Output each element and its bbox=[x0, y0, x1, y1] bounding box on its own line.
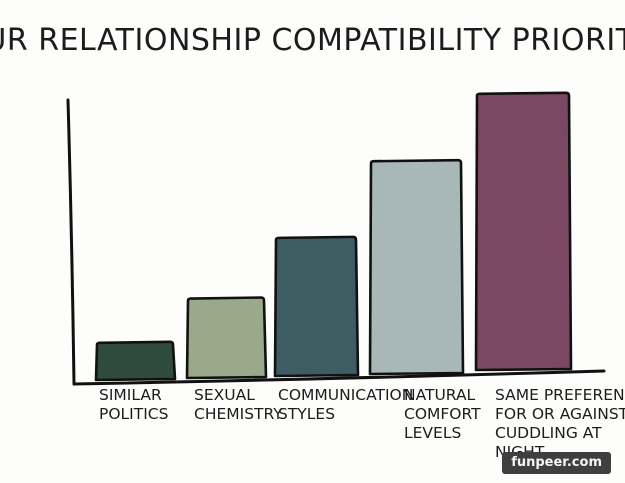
labels-layer: SIMILAR POLITICS SEXUAL CHEMISTRYCOMMUNICAT… bbox=[99, 386, 625, 461]
bar-2 bbox=[185, 296, 268, 380]
chart-title: YOUR RELATIONSHIP COMPATIBILITY PRIORITI… bbox=[0, 23, 625, 58]
bars-layer bbox=[94, 91, 573, 382]
category-label-3: COMMUNICATION STYLES bbox=[278, 386, 413, 423]
y-axis bbox=[66, 98, 76, 386]
bar-1 bbox=[94, 340, 177, 382]
category-label-2: SEXUAL CHEMISTRY bbox=[194, 386, 283, 423]
category-label-1: SIMILAR POLITICS bbox=[99, 386, 168, 423]
x-axis bbox=[72, 369, 606, 386]
bar-3 bbox=[273, 235, 360, 378]
bar-5 bbox=[474, 91, 573, 372]
category-label-4: NATURAL COMFORT LEVELS bbox=[404, 386, 481, 442]
bar-4 bbox=[368, 158, 465, 376]
watermark: funpeer.com bbox=[502, 452, 611, 474]
